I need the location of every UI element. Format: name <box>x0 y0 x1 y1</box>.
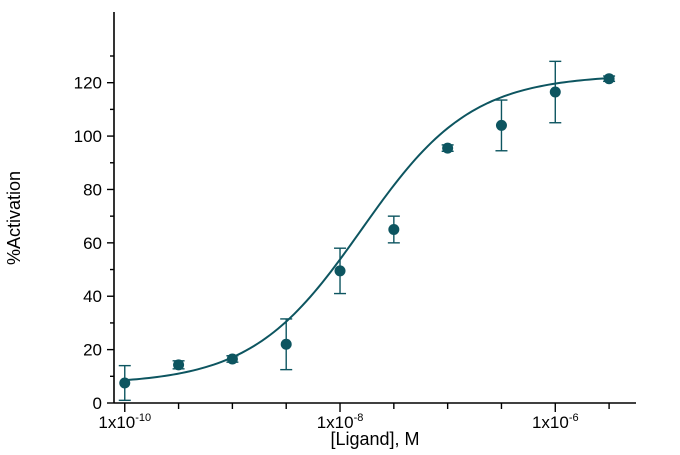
y-tick-label: 100 <box>74 127 102 146</box>
x-axis-title: [Ligand], M <box>330 429 419 449</box>
y-tick-label: 120 <box>74 74 102 93</box>
data-point <box>173 359 185 371</box>
x-axis: 1x10-10 1x10-8 1x10-6 <box>98 402 636 432</box>
x-tick-label: 1x10-10 <box>98 412 151 432</box>
data-point <box>495 119 507 131</box>
y-axis: 0 20 40 60 80 100 120 <box>74 12 115 413</box>
y-tick-label: 0 <box>93 394 102 413</box>
data-point <box>280 338 292 350</box>
x-tick-label: 1x10-6 <box>532 412 579 432</box>
y-tick-label: 80 <box>83 180 102 199</box>
data-point <box>334 265 346 277</box>
data-point <box>549 86 561 98</box>
y-tick-label: 40 <box>83 287 102 306</box>
fit-curve <box>124 77 610 382</box>
data-point <box>226 353 238 365</box>
data-point <box>442 142 454 154</box>
y-axis-title: %Activation <box>4 171 24 265</box>
x-tick-label: 1x10-8 <box>317 412 364 432</box>
y-tick-label: 60 <box>83 234 102 253</box>
data-point <box>119 377 131 389</box>
y-tick-label: 20 <box>83 341 102 360</box>
data-points <box>118 60 616 402</box>
data-point <box>603 73 615 85</box>
data-point <box>388 224 400 236</box>
